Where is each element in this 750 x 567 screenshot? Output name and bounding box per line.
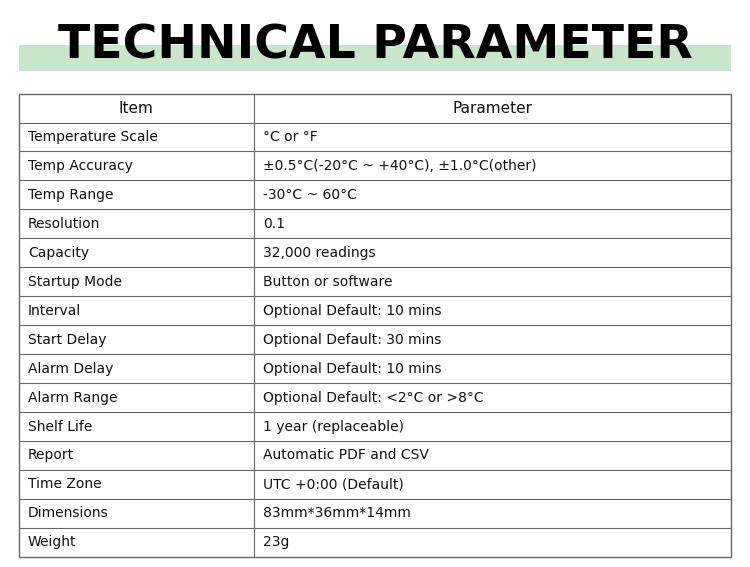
Text: Time Zone: Time Zone: [28, 477, 101, 492]
Text: 0.1: 0.1: [262, 217, 285, 231]
Text: Weight: Weight: [28, 535, 76, 549]
Text: TECHNICAL PARAMETER: TECHNICAL PARAMETER: [58, 24, 692, 69]
Text: Alarm Range: Alarm Range: [28, 391, 117, 405]
Text: 32,000 readings: 32,000 readings: [262, 246, 376, 260]
Bar: [19, 45, 731, 71]
Text: Parameter: Parameter: [452, 100, 532, 116]
Text: UTC +0:00 (Default): UTC +0:00 (Default): [262, 477, 404, 492]
Text: Interval: Interval: [28, 304, 81, 318]
Text: Optional Default: <2°C or >8°C: Optional Default: <2°C or >8°C: [262, 391, 484, 405]
Text: Capacity: Capacity: [28, 246, 88, 260]
Text: Alarm Delay: Alarm Delay: [28, 362, 113, 375]
Text: ±0.5°C(-20°C ~ +40°C), ±1.0°C(other): ±0.5°C(-20°C ~ +40°C), ±1.0°C(other): [262, 159, 536, 173]
Text: Report: Report: [28, 448, 74, 463]
Text: Automatic PDF and CSV: Automatic PDF and CSV: [262, 448, 429, 463]
Text: °C or °F: °C or °F: [262, 130, 318, 144]
Text: 23g: 23g: [262, 535, 290, 549]
Text: Optional Default: 10 mins: Optional Default: 10 mins: [262, 304, 441, 318]
Text: Resolution: Resolution: [28, 217, 100, 231]
Text: Shelf Life: Shelf Life: [28, 420, 92, 434]
Text: Button or software: Button or software: [262, 275, 392, 289]
Text: Optional Default: 10 mins: Optional Default: 10 mins: [262, 362, 441, 375]
Text: 1 year (replaceable): 1 year (replaceable): [262, 420, 404, 434]
Bar: [19, 94, 731, 557]
Text: Startup Mode: Startup Mode: [28, 275, 122, 289]
Text: Temperature Scale: Temperature Scale: [28, 130, 158, 144]
Text: -30°C ~ 60°C: -30°C ~ 60°C: [262, 188, 357, 202]
Text: Temp Range: Temp Range: [28, 188, 113, 202]
Text: Dimensions: Dimensions: [28, 506, 109, 521]
Text: Start Delay: Start Delay: [28, 333, 106, 346]
Text: 83mm*36mm*14mm: 83mm*36mm*14mm: [262, 506, 411, 521]
Text: Item: Item: [119, 100, 154, 116]
Text: Optional Default: 30 mins: Optional Default: 30 mins: [262, 333, 441, 346]
Text: Temp Accuracy: Temp Accuracy: [28, 159, 133, 173]
